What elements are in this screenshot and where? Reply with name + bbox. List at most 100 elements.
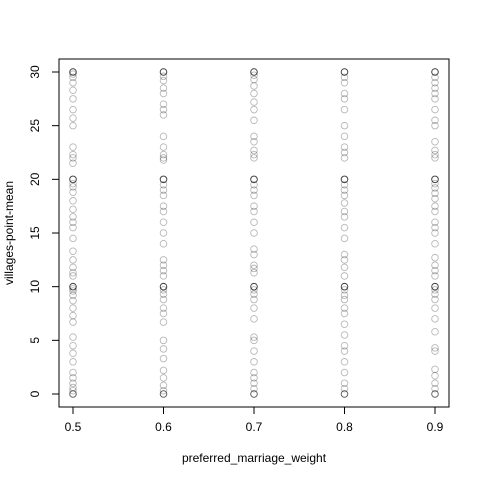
data-point — [159, 282, 168, 291]
data-point — [340, 282, 349, 291]
data-point — [69, 282, 77, 291]
data-point — [431, 89, 439, 98]
data-point — [69, 387, 77, 395]
data-point — [340, 199, 349, 207]
data-point — [69, 68, 77, 76]
data-point — [431, 218, 439, 227]
data-point — [69, 154, 77, 162]
data-point — [340, 68, 349, 76]
data-point — [159, 387, 168, 395]
data-point — [250, 245, 258, 253]
data-point — [159, 191, 168, 200]
data-point — [250, 368, 258, 377]
data-point — [431, 121, 439, 130]
data-point — [340, 291, 349, 300]
data-point — [250, 175, 258, 184]
data-point — [431, 202, 439, 210]
data-point — [250, 218, 258, 227]
data-point — [69, 218, 77, 227]
data-point — [250, 68, 258, 76]
data-point — [250, 68, 258, 76]
data-point — [159, 345, 168, 353]
data-point — [159, 282, 168, 291]
data-point — [431, 189, 439, 198]
data-point — [159, 282, 168, 291]
data-point — [340, 250, 349, 259]
data-point — [340, 78, 349, 87]
data-point — [340, 175, 349, 184]
y-axis-title: villages-point-mean — [2, 181, 16, 285]
data-point — [159, 150, 168, 159]
data-point — [159, 318, 168, 326]
data-point — [431, 68, 439, 76]
data-point — [250, 282, 258, 291]
data-point — [431, 390, 439, 398]
data-point — [340, 390, 349, 398]
data-point — [250, 180, 258, 189]
data-point — [431, 68, 439, 76]
data-point — [69, 175, 77, 184]
y-tick-label: 25 — [28, 119, 42, 133]
data-point — [431, 390, 439, 398]
data-point — [340, 390, 349, 398]
data-point — [69, 256, 77, 264]
data-point — [250, 68, 258, 76]
data-point — [340, 175, 349, 184]
data-point — [431, 272, 439, 280]
data-point — [340, 282, 349, 291]
data-point — [69, 390, 77, 398]
data-point — [250, 175, 258, 184]
data-point — [69, 311, 77, 320]
data-point — [340, 286, 349, 294]
data-point — [431, 315, 439, 323]
data-point — [340, 68, 349, 76]
data-point — [340, 368, 349, 377]
data-point — [250, 347, 258, 355]
data-point — [159, 143, 168, 151]
data-point — [340, 347, 349, 355]
data-point — [69, 95, 77, 103]
data-point — [340, 207, 349, 216]
data-point — [340, 186, 349, 194]
data-point — [159, 374, 168, 382]
data-point — [69, 390, 77, 398]
data-point — [250, 282, 258, 291]
data-point — [250, 295, 258, 304]
data-point — [159, 282, 168, 291]
data-point — [250, 374, 258, 382]
y-tick-label: 10 — [28, 280, 42, 294]
data-point — [431, 327, 439, 336]
data-point — [250, 384, 258, 393]
data-point — [250, 68, 258, 76]
data-point — [431, 138, 439, 146]
data-point — [69, 272, 77, 280]
data-point — [340, 68, 349, 76]
data-point — [431, 154, 439, 162]
data-point — [431, 253, 439, 262]
data-point — [159, 175, 168, 184]
data-point — [250, 390, 258, 398]
data-point — [340, 282, 349, 291]
data-point — [159, 266, 168, 275]
data-point — [250, 146, 258, 155]
data-point — [250, 105, 258, 114]
data-point — [431, 78, 439, 87]
data-point — [340, 154, 349, 162]
data-point — [159, 68, 168, 76]
data-point — [431, 116, 439, 125]
data-point — [340, 256, 349, 264]
data-point — [431, 105, 439, 114]
data-point — [69, 68, 77, 76]
data-point — [159, 89, 168, 98]
data-point — [159, 68, 168, 76]
data-point — [69, 68, 77, 76]
data-point — [159, 261, 168, 269]
data-point — [69, 374, 77, 382]
data-point — [340, 180, 349, 189]
data-point — [340, 309, 349, 318]
data-point — [159, 186, 168, 194]
data-point — [250, 315, 258, 323]
data-point — [431, 68, 439, 76]
data-point — [159, 175, 168, 184]
data-point — [340, 390, 349, 398]
